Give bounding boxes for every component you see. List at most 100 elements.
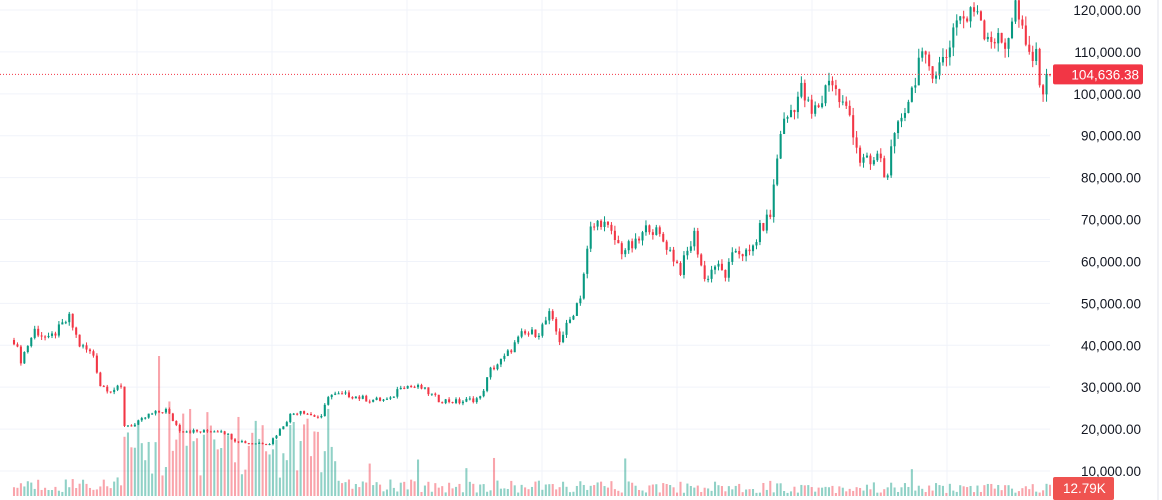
candle-body — [385, 398, 388, 400]
candle-body — [758, 223, 761, 243]
candle-body — [962, 16, 965, 19]
volume-bar — [952, 490, 955, 496]
candle-body — [209, 431, 212, 433]
volume-bar — [202, 434, 205, 496]
volume-bar — [510, 480, 513, 496]
candle-body — [821, 103, 824, 108]
candle-body — [468, 398, 471, 400]
volume-bar — [92, 489, 95, 496]
volume-bar — [907, 486, 910, 496]
volume-bar — [914, 490, 917, 496]
volume-bar — [88, 487, 92, 496]
volume-bar — [492, 457, 496, 496]
candle-body — [600, 220, 603, 227]
volume-bar — [689, 485, 692, 496]
volume-bar — [347, 479, 351, 496]
candle-body — [347, 392, 351, 398]
candle-body — [952, 27, 955, 48]
volume-bar — [831, 485, 834, 496]
candle-body — [935, 75, 938, 79]
candle-body — [689, 246, 692, 251]
volume-bar — [130, 447, 133, 496]
volume-bar — [434, 483, 437, 496]
volume-bar — [285, 460, 288, 496]
volume-bar — [593, 485, 596, 496]
candle-body — [413, 386, 416, 388]
y-tick-label: 100,000.00 — [1073, 87, 1141, 102]
candle-body — [627, 241, 630, 251]
volume-bar — [941, 485, 944, 496]
candle-body — [765, 214, 768, 231]
volume-bar — [575, 485, 578, 496]
candle-body — [527, 333, 530, 335]
candle-body — [903, 113, 906, 118]
volume-bar — [555, 489, 558, 496]
y-tick-label: 120,000.00 — [1073, 3, 1141, 18]
volume-bar — [824, 486, 827, 496]
candle-body — [793, 110, 796, 113]
candle-body — [769, 214, 772, 218]
candle-body — [344, 392, 347, 394]
candle-body — [997, 32, 1000, 44]
y-tick-label: 90,000.00 — [1081, 129, 1141, 144]
candle-body — [783, 118, 786, 135]
candle-body — [19, 346, 22, 364]
volume-bar — [313, 431, 316, 496]
candle-body — [855, 137, 858, 148]
volume-bar — [282, 453, 285, 496]
candle-body — [586, 248, 589, 274]
volume-bar — [779, 483, 782, 496]
volume-bar — [724, 491, 727, 496]
volume-bar — [368, 463, 371, 496]
volume-bar — [57, 490, 60, 496]
volume-bar — [565, 486, 568, 496]
volume-bar — [499, 488, 502, 496]
volume-bar — [220, 448, 223, 496]
volume-bar — [365, 482, 368, 496]
candle-body — [278, 429, 281, 436]
candle-body — [458, 399, 461, 404]
candle-body — [848, 105, 851, 116]
candle-body — [648, 225, 651, 233]
candle-body — [102, 386, 105, 388]
candle-body — [92, 351, 95, 356]
candle-body — [147, 413, 150, 418]
volume-bar — [316, 431, 319, 496]
volume-bar — [893, 487, 896, 496]
volume-bar — [734, 485, 737, 496]
candle-body — [644, 225, 647, 233]
volume-bar — [962, 486, 965, 496]
volume-bar — [938, 485, 941, 496]
volume-bar — [213, 439, 216, 496]
volume-bar — [527, 489, 530, 496]
volume-bar — [600, 481, 603, 496]
volume-bar — [903, 483, 906, 496]
volume-bar — [758, 492, 761, 496]
volume-bar — [99, 486, 102, 496]
candle-body — [420, 384, 423, 389]
volume-bar — [1004, 485, 1007, 496]
candle-body — [762, 223, 765, 231]
candle-body — [831, 80, 834, 86]
candle-body — [320, 415, 323, 418]
volume-bar — [807, 485, 810, 496]
volume-bar — [178, 431, 181, 496]
volume-bar — [113, 481, 116, 496]
volume-bar — [461, 492, 464, 496]
candle-body — [192, 430, 195, 433]
price-axis[interactable]: 120,000.00 110,000.00 100,000.00 90,000.00 8… — [1073, 0, 1159, 500]
candle-body — [993, 42, 996, 44]
candle-body — [606, 221, 610, 225]
volume-bar — [966, 487, 969, 496]
volume-bar — [261, 425, 264, 496]
candle-body — [372, 399, 375, 402]
volume-bar — [638, 489, 641, 496]
volume-bar — [399, 482, 402, 496]
candle-body — [47, 335, 50, 338]
volume-bar — [738, 483, 741, 496]
candle-body — [106, 386, 109, 392]
volume-bar — [254, 420, 257, 496]
candle-body — [95, 355, 98, 373]
